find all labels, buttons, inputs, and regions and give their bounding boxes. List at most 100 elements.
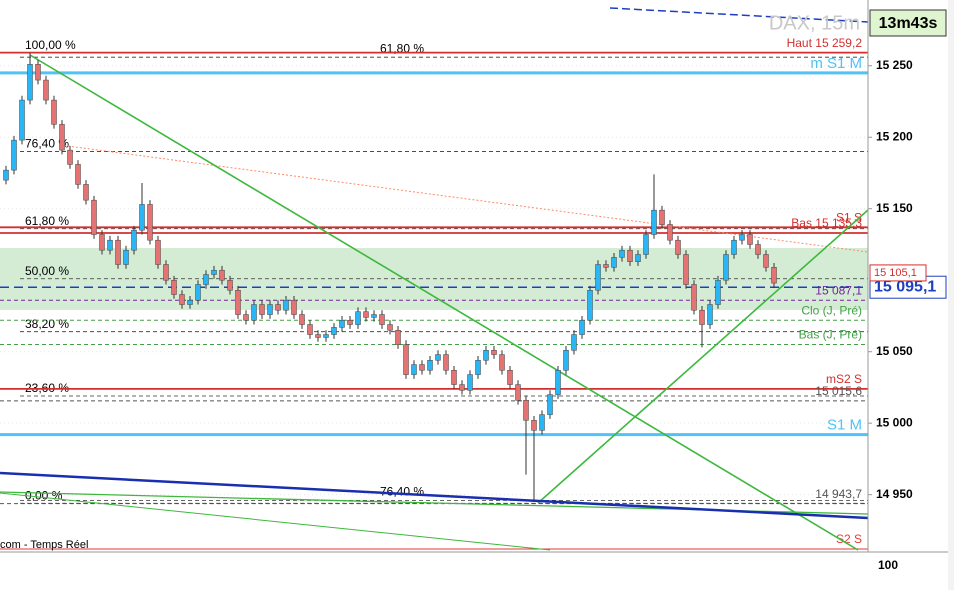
fib-label: 61,80 % bbox=[25, 214, 69, 228]
candle-body bbox=[51, 99, 57, 125]
candle-body bbox=[491, 350, 497, 355]
candle-body bbox=[347, 319, 353, 325]
candle-body bbox=[595, 264, 601, 291]
candle-body bbox=[75, 164, 81, 185]
candle-body bbox=[587, 289, 593, 321]
candle-body bbox=[539, 414, 545, 431]
candle-body bbox=[155, 239, 161, 265]
chart-title: DAX, 15m bbox=[769, 12, 860, 34]
y-tick-label: 15 150 bbox=[876, 201, 913, 215]
fib-label: 76,40 % bbox=[25, 137, 69, 151]
marker-price-box bbox=[869, 264, 927, 282]
candle-body bbox=[27, 64, 33, 101]
candle-body bbox=[195, 284, 201, 301]
candle-body bbox=[747, 234, 753, 245]
timer: 13m43s bbox=[879, 15, 938, 32]
candle-body bbox=[531, 420, 537, 431]
candle-body bbox=[227, 279, 233, 291]
candle-body bbox=[323, 334, 329, 338]
candle-body bbox=[763, 254, 769, 268]
candle-body bbox=[691, 284, 697, 311]
candle-body bbox=[771, 267, 777, 284]
level-label: 14 943,7 bbox=[815, 487, 862, 501]
y-tick-label: 15 000 bbox=[876, 415, 913, 429]
level-label: Bas (J, Pré) bbox=[799, 328, 862, 342]
candle-body bbox=[291, 299, 297, 315]
candle-body bbox=[475, 360, 481, 375]
candle-body bbox=[483, 350, 489, 361]
candle-body bbox=[251, 304, 257, 321]
candle-body bbox=[419, 364, 425, 371]
candle-body bbox=[563, 350, 569, 371]
candle-body bbox=[187, 299, 193, 305]
candle-body bbox=[667, 224, 673, 241]
candle-body bbox=[123, 249, 129, 265]
candle-body bbox=[515, 384, 521, 401]
candle-body bbox=[731, 239, 737, 255]
candle-body bbox=[523, 400, 529, 421]
marker-price-label: 15 105,1 bbox=[874, 267, 917, 279]
level-label: Bas 15 135,3 bbox=[791, 216, 862, 230]
y-tick-label: 15 250 bbox=[876, 58, 913, 72]
candle-body bbox=[715, 279, 721, 305]
level-label: Clo (J, Pré) bbox=[801, 303, 862, 317]
candle-body bbox=[403, 344, 409, 375]
candle-body bbox=[451, 370, 457, 385]
candle-body bbox=[131, 229, 137, 251]
lower-panel-tick: 100 bbox=[878, 558, 898, 572]
candle-body bbox=[259, 304, 265, 315]
candle-body bbox=[443, 354, 449, 371]
candle-body bbox=[571, 334, 577, 351]
candle-body bbox=[59, 124, 65, 151]
candle-body bbox=[11, 139, 17, 171]
candle-body bbox=[651, 209, 657, 235]
candle-body bbox=[83, 184, 89, 201]
fib-label: 50,00 % bbox=[25, 264, 69, 278]
candle-body bbox=[675, 239, 681, 255]
candle-body bbox=[363, 311, 369, 318]
candle-body bbox=[555, 370, 561, 395]
candle-body bbox=[283, 299, 289, 311]
trend-line bbox=[29, 54, 859, 551]
timer-box bbox=[869, 9, 947, 37]
y-tick-label: 15 200 bbox=[876, 129, 913, 143]
candle-body bbox=[603, 264, 609, 268]
candle-body bbox=[147, 204, 153, 241]
candle-body bbox=[163, 264, 169, 281]
y-tick-label: 15 050 bbox=[876, 344, 913, 358]
candle-body bbox=[627, 249, 633, 262]
candle-body bbox=[379, 314, 385, 325]
candle-body bbox=[235, 289, 241, 315]
candle-body bbox=[427, 360, 433, 371]
candle-body bbox=[99, 234, 105, 251]
candle-body bbox=[643, 234, 649, 255]
candle-body bbox=[507, 370, 513, 385]
fib-label: 38,20 % bbox=[25, 317, 69, 331]
candle-body bbox=[339, 319, 345, 328]
level-label: 15 087,1 bbox=[815, 283, 862, 297]
candle-body bbox=[755, 244, 761, 255]
candle-body bbox=[499, 354, 505, 371]
candle-body bbox=[387, 324, 393, 331]
source: com - Temps Réel bbox=[0, 539, 88, 551]
level-label: mS2 S bbox=[826, 372, 862, 386]
lower-panel bbox=[0, 552, 948, 590]
candle-body bbox=[411, 364, 417, 375]
candle-body bbox=[315, 334, 321, 338]
candle-body bbox=[179, 294, 185, 305]
candle-body bbox=[267, 304, 273, 315]
candle-body bbox=[3, 169, 9, 181]
y-tick-label: 14 950 bbox=[876, 487, 913, 501]
y-axis: 14 950 15 000 15 050 15 150 15 200 15 250 15 0… bbox=[868, 58, 947, 501]
trend-line bbox=[609, 7, 869, 23]
fib-label: 76,40 % bbox=[380, 485, 424, 499]
trend-line bbox=[537, 209, 869, 504]
candles bbox=[3, 52, 777, 501]
level-label: 15 015,6 bbox=[815, 384, 862, 398]
candle-body bbox=[299, 314, 305, 325]
level-label: S2 S bbox=[836, 532, 862, 546]
side-panel bbox=[948, 0, 954, 590]
candle-body bbox=[467, 374, 473, 391]
candle-body bbox=[683, 254, 689, 285]
level-label: S1 M bbox=[827, 417, 862, 434]
